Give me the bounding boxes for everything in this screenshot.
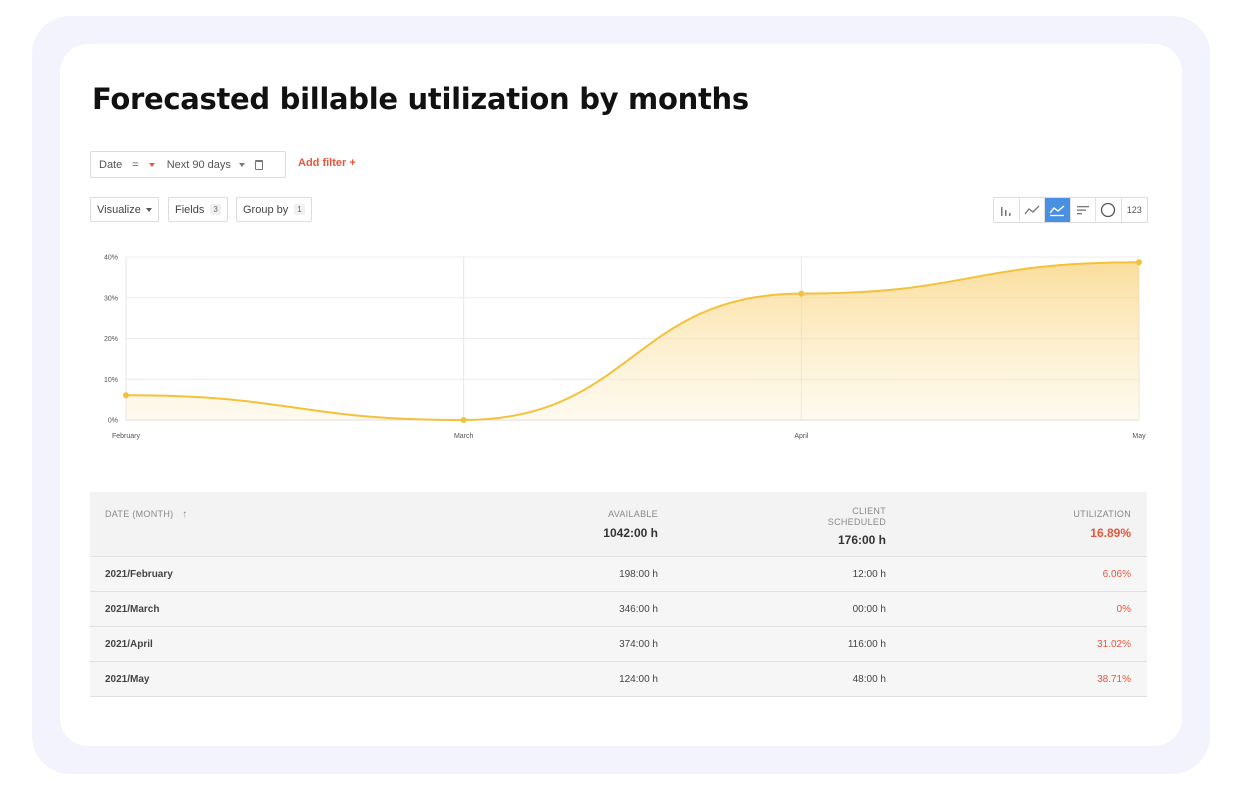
header-client-scheduled[interactable]: CLIENT SCHEDULED (827, 506, 886, 527)
number-button[interactable]: 123 (1122, 198, 1148, 222)
series-line (125, 261, 1140, 422)
filter-field[interactable]: Date (99, 158, 123, 171)
table-row[interactable]: 2021/April 374:00 h 116:00 h 31.02% (90, 627, 1147, 662)
area-chart-button[interactable] (1045, 198, 1071, 222)
group-by-button[interactable]: Group by 1 (236, 197, 312, 222)
bar-chart-button[interactable] (994, 198, 1020, 222)
total-utilization: 16.89% (1090, 526, 1131, 540)
x-tick-label: February (112, 433, 141, 440)
sort-ascending-icon[interactable]: ↑ (182, 509, 188, 520)
number-icon: 123 (1126, 205, 1142, 215)
filter-operator[interactable]: = (132, 158, 139, 171)
total-client-scheduled: 176:00 h (837, 533, 886, 547)
line-chart-button[interactable] (1020, 198, 1045, 222)
utilization-area-chart: 40% 30% 20% 10% 0% February March April May (104, 255, 1146, 441)
table-row[interactable]: 2021/February 198:00 h 12:00 h 6.06% (90, 557, 1147, 592)
area-fill (126, 262, 1139, 420)
y-tick-label: 10% (104, 377, 118, 384)
value-dropdown-icon[interactable] (238, 162, 245, 167)
header-date[interactable]: DATE (MONTH) ↑ (105, 509, 188, 520)
x-tick-label: April (794, 433, 808, 440)
header-utilization[interactable]: UTILIZATION (1073, 509, 1131, 519)
add-filter-link[interactable]: Add filter + (298, 157, 356, 169)
total-available: 1042:00 h (603, 526, 658, 540)
fields-count-badge: 3 (210, 204, 221, 215)
date-filter[interactable]: Date = Next 90 days (90, 151, 286, 178)
table-row[interactable]: 2021/May 124:00 h 48:00 h 38.71% (90, 662, 1147, 697)
group-by-label: Group by (243, 203, 289, 216)
fields-button[interactable]: Fields 3 (168, 197, 228, 222)
visualize-button[interactable]: Visualize (90, 197, 159, 222)
visualization-type-switcher: 123 (993, 197, 1148, 223)
pie-chart-button[interactable] (1096, 198, 1122, 222)
data-point[interactable] (798, 290, 805, 297)
x-tick-label: March (454, 433, 474, 440)
sorted-bars-button[interactable] (1071, 198, 1096, 222)
page-title: Forecasted billable utilization by month… (92, 82, 749, 116)
data-point[interactable] (123, 392, 129, 399)
sorted-bars-icon (1076, 206, 1089, 215)
area-chart-icon (1049, 205, 1065, 217)
y-tick-label: 40% (104, 255, 118, 262)
table-header: DATE (MONTH) ↑ AVAILABLE 1042:00 h CLIEN… (90, 492, 1147, 557)
bar-chart-icon (1001, 207, 1011, 216)
visualize-label: Visualize (97, 203, 141, 216)
delete-filter-icon[interactable] (254, 159, 263, 170)
header-available[interactable]: AVAILABLE (608, 509, 658, 519)
filter-value[interactable]: Next 90 days (166, 158, 231, 171)
x-tick-label: May (1132, 433, 1146, 440)
chevron-down-icon (145, 207, 152, 212)
utilization-table: DATE (MONTH) ↑ AVAILABLE 1042:00 h CLIEN… (90, 492, 1147, 697)
operator-dropdown-icon[interactable] (148, 162, 155, 167)
table-row[interactable]: 2021/March 346:00 h 00:00 h 0% (90, 592, 1147, 627)
data-point[interactable] (460, 417, 467, 423)
y-tick-label: 30% (104, 295, 118, 302)
fields-label: Fields (175, 203, 205, 216)
pie-chart-icon (1101, 202, 1116, 218)
data-point[interactable] (1136, 259, 1142, 266)
group-by-count-badge: 1 (294, 204, 305, 215)
y-tick-label: 20% (104, 336, 118, 343)
y-tick-label: 0% (108, 418, 118, 425)
line-chart-icon (1024, 205, 1040, 215)
